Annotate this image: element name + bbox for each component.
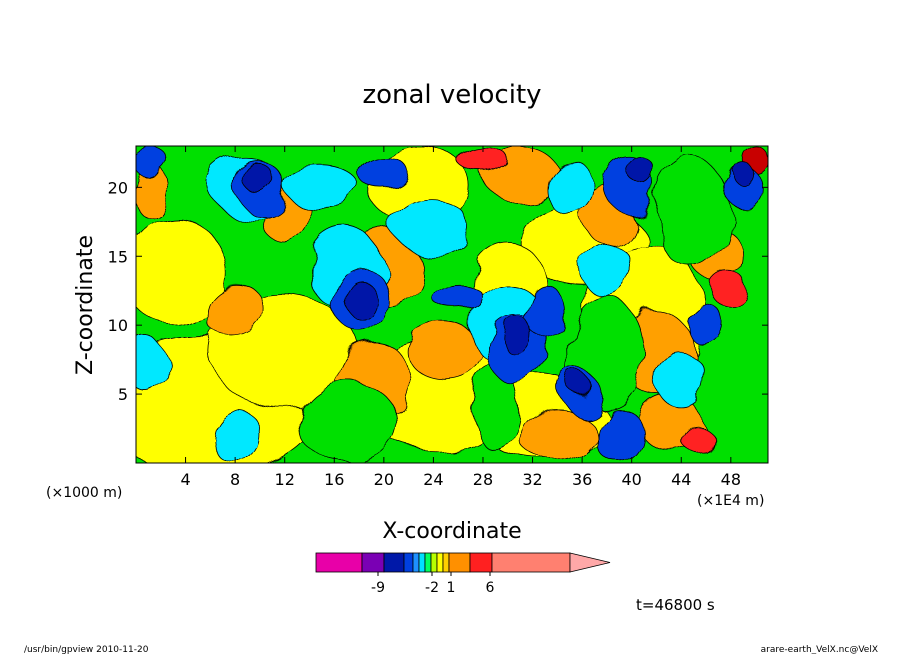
colorbar-segment <box>412 552 420 573</box>
x-unit-right: (×1E4 m) <box>697 493 764 509</box>
colorbar-segment <box>383 552 405 573</box>
contour-region <box>678 421 709 450</box>
x-tick-label: 36 <box>572 470 592 489</box>
colorbar-segment <box>361 552 385 573</box>
contour-region <box>656 352 707 409</box>
colorbar <box>315 552 611 576</box>
colorbar-tick-label: -9 <box>371 580 385 596</box>
contour-region <box>504 319 536 359</box>
colorbar-segment <box>448 552 471 573</box>
contour-region <box>581 242 633 299</box>
contour-region <box>136 146 168 174</box>
contour-region <box>203 283 267 340</box>
chart-title: zonal velocity <box>362 80 541 110</box>
x-tick-label: 32 <box>522 470 542 489</box>
time-label: t=46800 s <box>636 596 715 614</box>
footer-left: /usr/bin/gpview 2010-11-20 <box>24 645 149 654</box>
contour-region <box>571 375 593 399</box>
velocity-field <box>136 146 768 463</box>
colorbar-segment <box>430 552 438 573</box>
contour-region <box>544 159 595 216</box>
y-axis: 5 10 15 20 <box>108 178 768 404</box>
x-tick-label: 44 <box>671 470 691 489</box>
contour-region <box>136 338 168 395</box>
contour-region <box>244 164 276 197</box>
colorbar-segment <box>469 552 493 573</box>
y-tick-label: 20 <box>108 178 128 197</box>
colorbar-segment <box>491 552 571 573</box>
colorbar-tick-label: -2 <box>425 580 439 596</box>
contour-region <box>209 407 261 463</box>
contour-region <box>457 146 509 174</box>
colorbar-segment <box>424 552 432 573</box>
contour-region <box>631 159 657 188</box>
contour-region <box>433 283 484 312</box>
contour-region <box>519 407 595 463</box>
contour-region <box>343 277 375 318</box>
y-tick-label: 5 <box>118 385 128 404</box>
contour-region <box>525 283 564 340</box>
contour-region <box>594 407 645 463</box>
colorbar-segment <box>442 552 450 573</box>
contour-region <box>284 166 360 209</box>
x-axis: 4 8 12 16 20 24 28 32 36 40 44 48 <box>180 146 741 489</box>
colorbar-arrow <box>569 552 611 573</box>
x-tick-label: 20 <box>374 470 394 489</box>
plot-frame <box>135 145 769 464</box>
colorbar-tick-label: 6 <box>486 580 495 596</box>
contour-region <box>296 379 397 463</box>
x-tick-label: 28 <box>473 470 493 489</box>
contour-region <box>136 214 224 326</box>
y-tick-label: 10 <box>108 316 128 335</box>
x-tick-label: 4 <box>180 470 190 489</box>
x-unit-left: (×1000 m) <box>46 485 122 501</box>
y-axis-label: Z-coordinate <box>73 235 98 375</box>
x-axis-label: X-coordinate <box>382 519 521 544</box>
contour-region <box>358 156 410 191</box>
colorbar-tick-label: 1 <box>447 580 456 596</box>
y-tick-label: 15 <box>108 247 128 266</box>
contour-region <box>656 159 732 271</box>
x-tick-label: 48 <box>721 470 741 489</box>
contour-region <box>732 162 754 185</box>
colorbar-segment <box>436 552 444 573</box>
colorbar-segment <box>418 552 426 573</box>
x-tick-label: 40 <box>622 470 642 489</box>
contour-region <box>711 273 750 308</box>
x-tick-label: 8 <box>230 470 240 489</box>
x-tick-label: 24 <box>423 470 443 489</box>
contour-region <box>687 304 726 347</box>
x-tick-label: 16 <box>324 470 344 489</box>
x-tick-label: 12 <box>275 470 295 489</box>
colorbar-segment <box>315 552 363 573</box>
contour-region <box>395 200 471 257</box>
footer-right: arare-earth_VelX.nc@VelX <box>761 645 878 654</box>
colorbar-segment <box>403 552 414 573</box>
